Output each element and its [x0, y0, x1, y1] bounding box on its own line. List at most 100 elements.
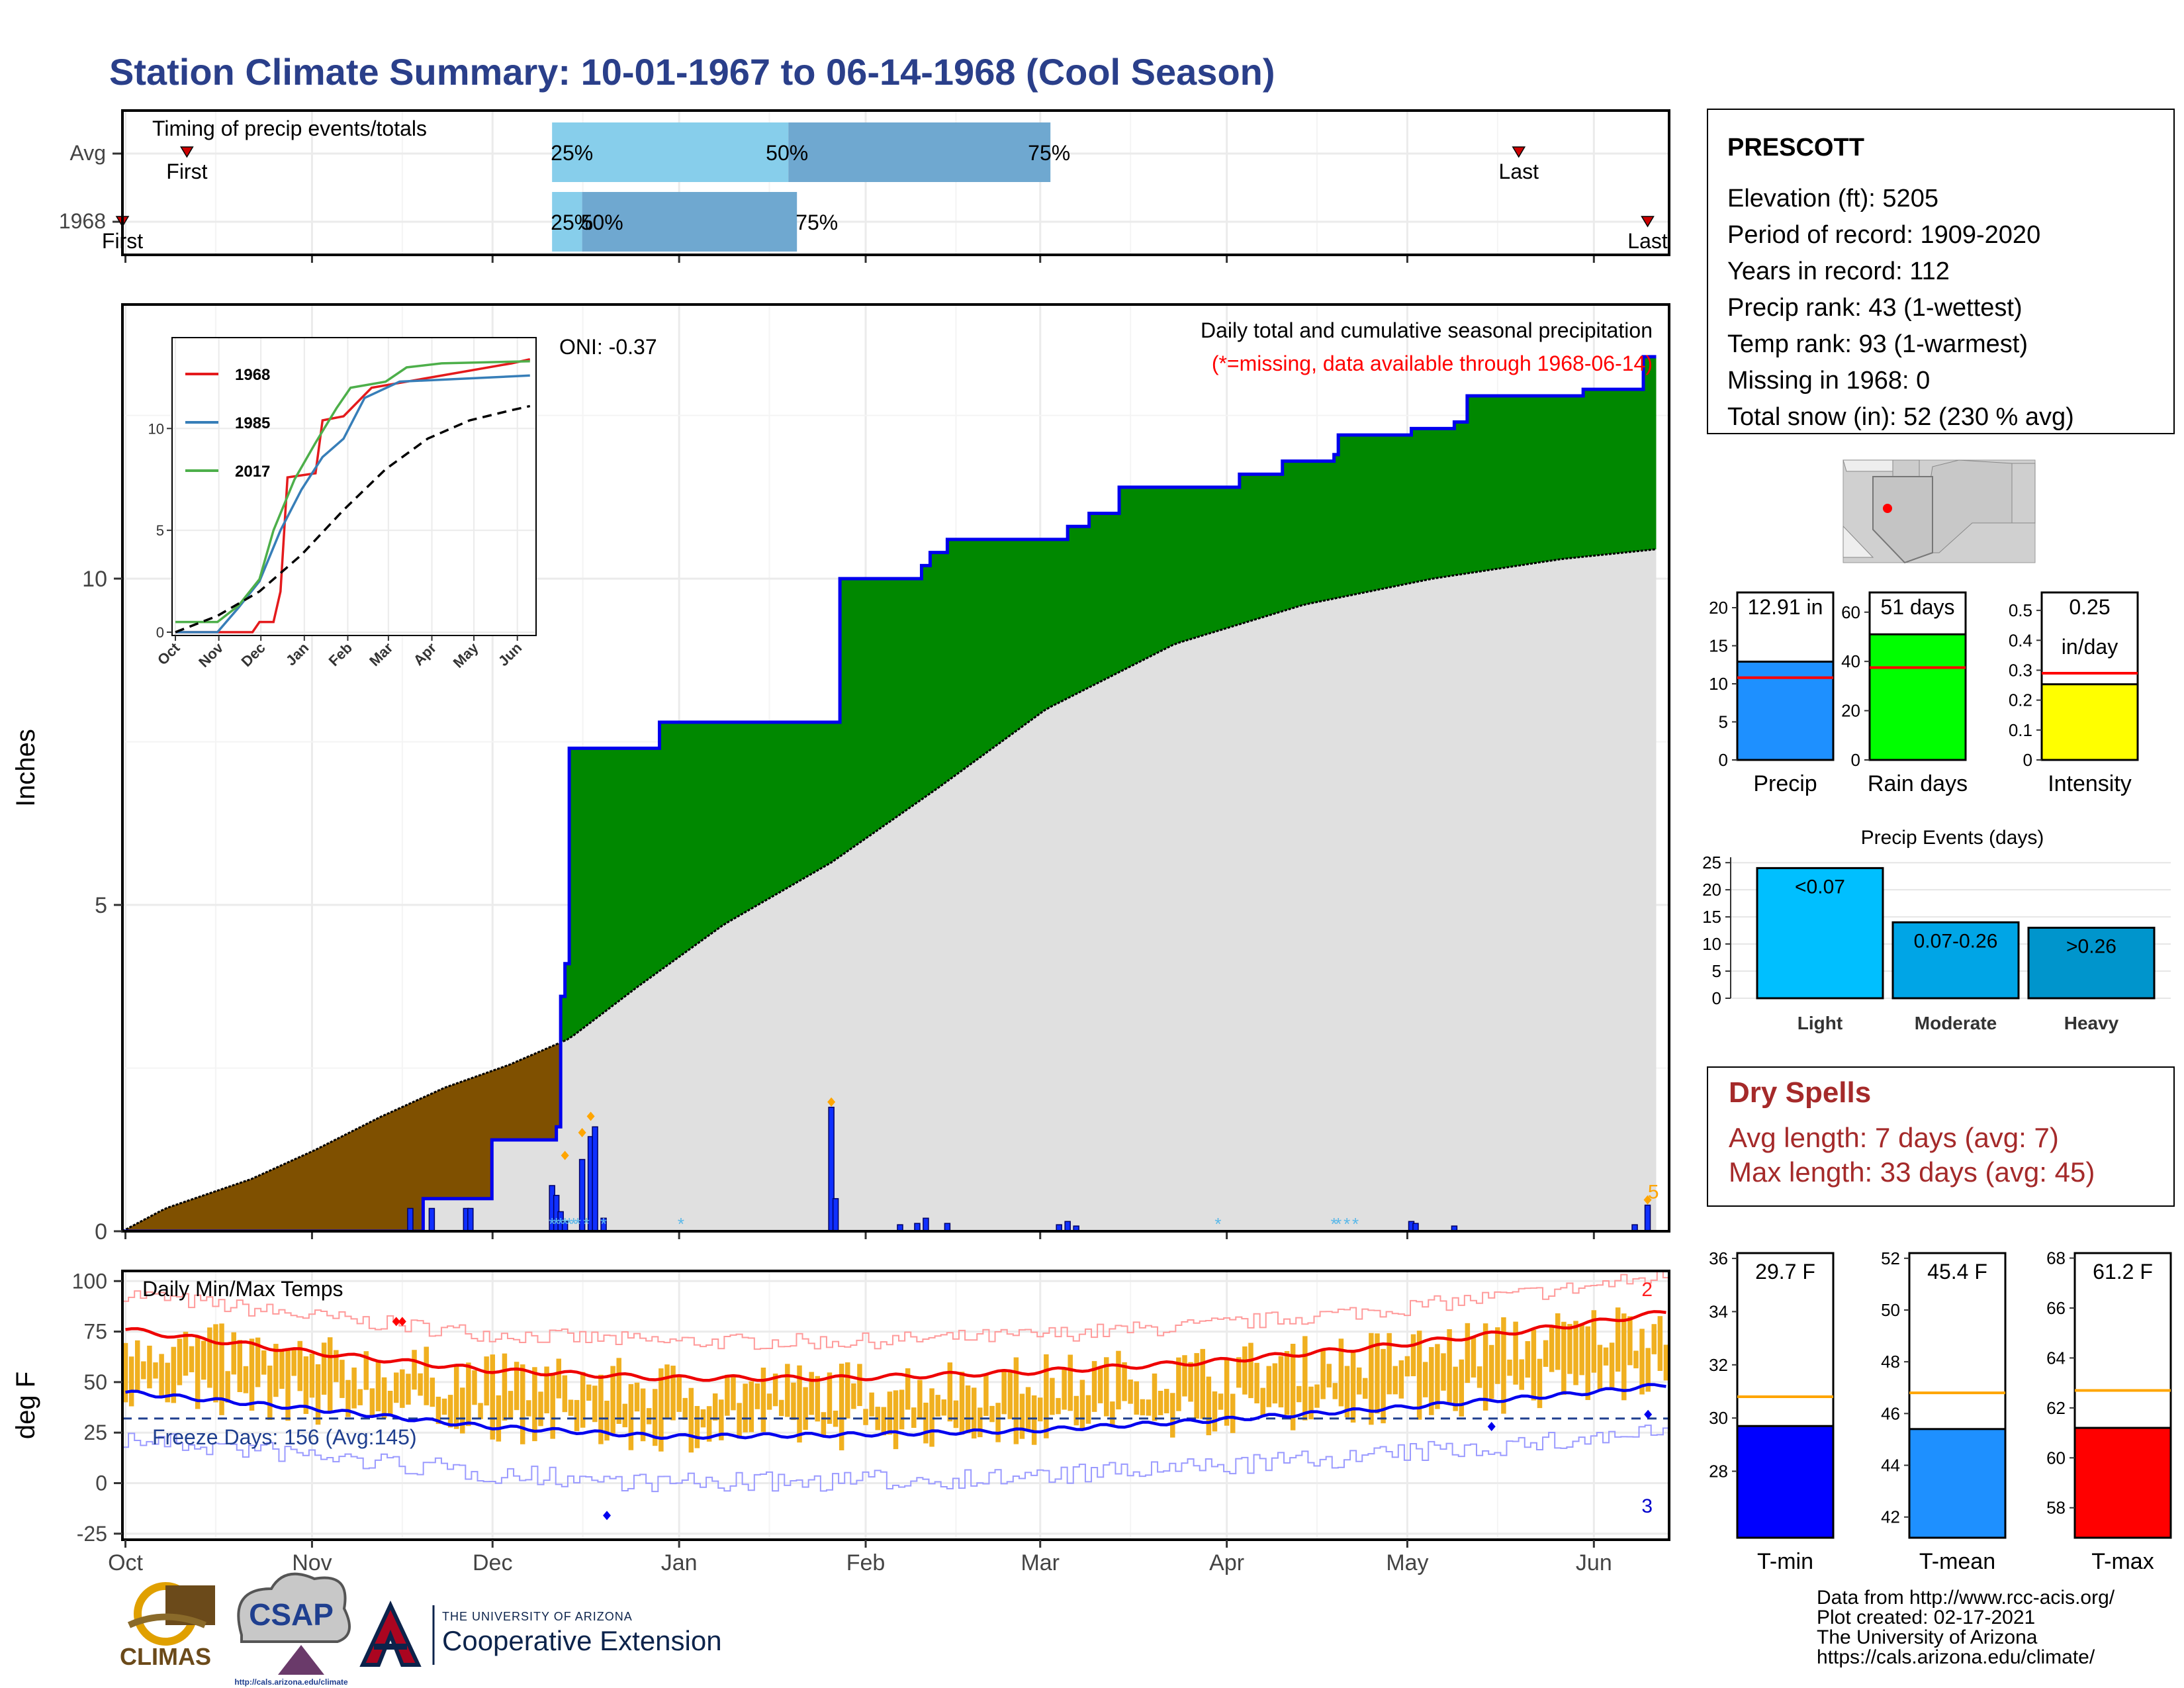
daily-temp-range-bar: [1465, 1323, 1471, 1383]
daily-temp-range-bar: [622, 1403, 628, 1428]
snow-marker: [1643, 1195, 1652, 1205]
daily-temp-range-bar: [1248, 1342, 1253, 1399]
climas-logo-text: CLIMAS: [120, 1643, 211, 1670]
daily-temp-range-bar: [171, 1346, 177, 1403]
first-event-label: First: [166, 160, 207, 183]
gauge-tick-label: 0.1: [2009, 720, 2032, 740]
daily-temp-range-bar: [1302, 1336, 1308, 1421]
daily-temp-range-bar: [1163, 1389, 1169, 1414]
temperature-gauges: 28 30 32 34 36 29.7 F T-min 42 44 46 48 50 52 45.4 F T…: [1709, 1248, 2172, 1574]
daily-temp-range-bar: [460, 1387, 465, 1434]
daily-temp-range-bar: [1645, 1348, 1651, 1392]
daily-temp-range-bar: [574, 1399, 580, 1431]
station-info-line: Total snow (in): 52 (230 % avg): [1727, 403, 2074, 431]
daily-temp-range-bar: [1272, 1363, 1278, 1404]
locator-map: [1843, 459, 2036, 564]
gauge-value-text: 12.91 in: [1748, 595, 1823, 619]
daily-temp-range-bar: [893, 1390, 899, 1450]
daily-precip-bar: [467, 1207, 474, 1231]
daily-temp-range-bar: [688, 1387, 694, 1453]
daily-temp-range-bar: [586, 1384, 592, 1401]
daily-temp-range-bar: [207, 1327, 212, 1388]
daily-temp-range-bar: [592, 1385, 598, 1423]
daily-temp-range-bar: [1555, 1313, 1561, 1370]
daily-temp-range-bar: [315, 1364, 321, 1425]
daily-temp-range-bar: [676, 1376, 682, 1412]
daily-temp-range-bar: [1453, 1366, 1458, 1411]
daily-temp-range-bar: [1591, 1310, 1597, 1373]
daily-temp-range-bar: [400, 1369, 405, 1408]
daily-temp-range-bar: [1176, 1357, 1181, 1411]
daily-temp-range-bar: [1091, 1361, 1097, 1412]
daily-temp-range-bar: [1254, 1362, 1259, 1404]
temp-gauge-value-bar: [1908, 1428, 2007, 1539]
daily-temp-range-bar: [1097, 1366, 1103, 1403]
daily-temp-range-bar: [1477, 1366, 1482, 1388]
daily-temp-range-bar: [484, 1356, 489, 1406]
daily-temp-range-bar: [1375, 1333, 1380, 1414]
daily-temp-range-bar: [1633, 1350, 1639, 1369]
daily-temp-range-bar: [394, 1372, 399, 1403]
daily-temp-range-bar: [303, 1356, 309, 1415]
daily-temp-range-bar: [424, 1346, 429, 1405]
gauge-value-bar: [1868, 633, 1967, 761]
daily-temp-range-bar: [225, 1371, 230, 1403]
temp-gauge-value-text: 45.4 F: [1927, 1260, 1987, 1284]
daily-temp-range-bar: [899, 1389, 905, 1430]
record-marker: [392, 1317, 400, 1327]
daily-temp-range-bar: [1128, 1380, 1133, 1404]
missing-data-marker: *: [553, 1214, 560, 1234]
daily-temp-range-bar: [1495, 1327, 1500, 1384]
temp-gauge-label: T-min: [1757, 1549, 1813, 1574]
timing-p50-label: 50%: [581, 211, 623, 234]
daily-temp-range-bar: [694, 1405, 700, 1448]
daily-temp-range-bar: [941, 1399, 946, 1416]
daily-temp-range-bar: [821, 1412, 827, 1437]
missing-data-marker: *: [562, 1214, 569, 1234]
temp-gauge-tick-label: 42: [1881, 1507, 1900, 1527]
daily-temp-range-bar: [1447, 1329, 1452, 1403]
daily-temp-range-bar: [1519, 1359, 1524, 1390]
snow-marker: [827, 1097, 836, 1107]
daily-precip-bar: [578, 1158, 586, 1231]
daily-temp-range-bar: [1525, 1340, 1531, 1378]
events-tick-label: 15: [1702, 907, 1721, 927]
daily-temp-range-bar: [1290, 1343, 1296, 1430]
gauge-tick-label: 20: [1841, 701, 1860, 721]
missing-data-marker: *: [1343, 1214, 1350, 1234]
daily-temp-range-bar: [1585, 1326, 1590, 1400]
daily-temp-range-bar: [1579, 1324, 1584, 1376]
daily-temp-range-bar: [1344, 1366, 1350, 1418]
temp-gauge-tick-label: 32: [1709, 1355, 1728, 1375]
daily-temp-range-bar: [1308, 1386, 1314, 1420]
daily-temp-range-bar: [267, 1365, 273, 1421]
events-bar-label: <0.07: [1795, 876, 1845, 898]
daily-precip-bar: [600, 1217, 607, 1231]
daily-temp-range-bar: [1260, 1387, 1265, 1416]
precip-annotation-title: Daily total and cumulative seasonal prec…: [1201, 318, 1653, 342]
temp-gauge-tick-label: 30: [1709, 1408, 1728, 1428]
dry-spells-box: Dry Spells Avg length: 7 days (avg: 7) M…: [1707, 1066, 2175, 1207]
daily-temp-range-bar: [1230, 1393, 1236, 1433]
last-event-label: Last: [1499, 160, 1539, 183]
gauge-tick-label: 15: [1709, 636, 1728, 656]
daily-temp-range-bar: [1079, 1380, 1085, 1430]
temp-gauge-tick-label: 48: [1881, 1352, 1900, 1372]
temps-x-tick-label: Mar: [1021, 1550, 1060, 1575]
temp-gauge-label: T-mean: [1919, 1549, 1995, 1574]
temp-gauge-value-text: 29.7 F: [1755, 1260, 1815, 1284]
missing-data-marker: *: [1352, 1214, 1359, 1234]
temps-x-tick-label: Feb: [846, 1550, 886, 1575]
events-tick-label: 25: [1702, 853, 1721, 872]
daily-temp-range-bar: [604, 1401, 610, 1441]
daily-temp-range-bar: [989, 1405, 995, 1423]
daily-temp-range-bar: [430, 1378, 435, 1407]
station-info-line: Missing in 1968: 0: [1727, 367, 1930, 395]
temp-gauge-tick-label: 44: [1881, 1456, 1900, 1476]
daily-temp-range-bar: [1488, 1344, 1494, 1399]
daily-temp-range-bar: [995, 1403, 1001, 1442]
gauge-label: Precip: [1753, 771, 1817, 796]
daily-temp-range-bar: [327, 1337, 333, 1413]
temps-x-tick-label: Apr: [1209, 1550, 1244, 1575]
